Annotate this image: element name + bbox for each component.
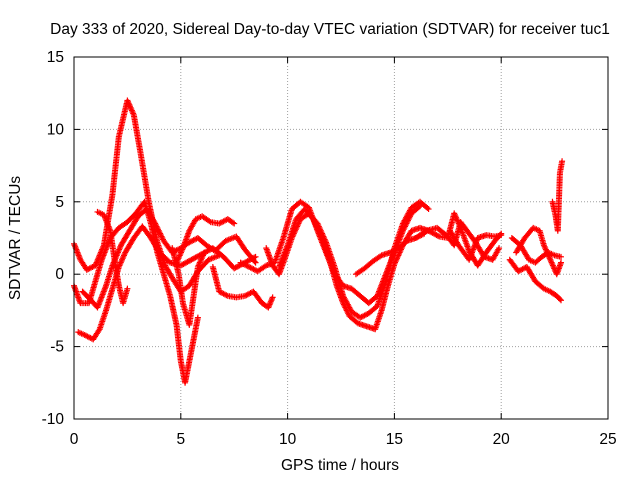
y-axis-label: SDTVAR / TECUs — [7, 176, 24, 301]
data-point — [194, 314, 201, 321]
y-tick-label: -5 — [50, 339, 64, 356]
data-point — [252, 259, 259, 266]
data-point — [231, 220, 238, 227]
data-point — [424, 205, 431, 212]
axis-ticks: 0 5 10 15 20 25 -10 -5 0 5 10 15 — [42, 49, 617, 448]
data-point — [124, 285, 131, 292]
plot-frame — [73, 56, 609, 420]
data-point — [558, 259, 565, 266]
series-sat-track-19 — [549, 158, 566, 234]
x-tick-label: 20 — [493, 431, 511, 448]
data-point — [201, 249, 208, 256]
x-axis-label: GPS time / hours — [281, 457, 399, 474]
data-point — [251, 258, 258, 265]
x-tick-label: 25 — [599, 431, 616, 448]
y-tick-label: 5 — [55, 194, 64, 211]
data-point — [558, 253, 565, 260]
series-sat-track-5 — [94, 208, 131, 307]
y-tick-label: -10 — [42, 411, 65, 428]
data-point — [496, 245, 503, 252]
data-point — [269, 294, 276, 301]
data-point — [556, 296, 563, 303]
series-sat-track-15 — [446, 227, 505, 263]
data-point — [559, 158, 566, 165]
chart-title: Day 333 of 2020, Sidereal Day-to-day VTE… — [50, 21, 610, 38]
series-sat-track-8 — [209, 263, 276, 311]
x-tick-label: 5 — [176, 431, 185, 448]
data-points — [71, 97, 566, 386]
data-point — [558, 297, 565, 304]
series-sat-track-11 — [276, 206, 432, 333]
data-point — [498, 232, 505, 239]
x-tick-label: 10 — [279, 431, 297, 448]
y-tick-label: 15 — [47, 49, 64, 66]
data-point — [434, 232, 441, 239]
data-point — [229, 219, 236, 226]
x-tick-label: 0 — [70, 431, 79, 448]
series-sat-track-17 — [506, 256, 565, 304]
series-sat-track-18 — [513, 224, 565, 278]
x-tick-label: 15 — [386, 431, 403, 448]
series-sat-track-4 — [79, 206, 259, 311]
y-tick-label: 0 — [55, 266, 64, 283]
series-sat-track-7 — [173, 213, 238, 266]
data-point — [425, 206, 432, 213]
y-tick-label: 10 — [47, 121, 65, 138]
